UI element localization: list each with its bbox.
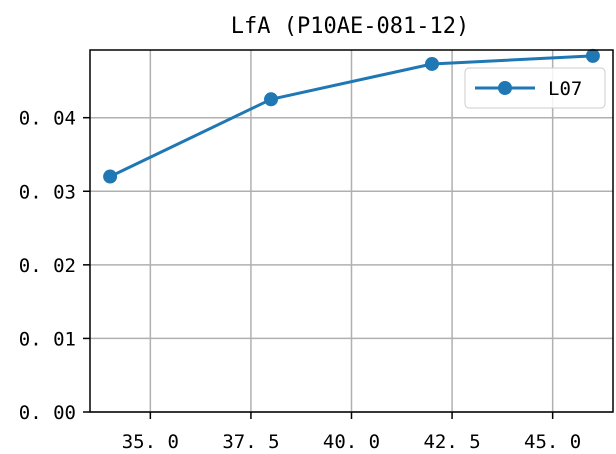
legend-marker-swatch — [498, 81, 512, 95]
legend-label: L07 — [548, 78, 582, 100]
y-tick-label: 0. 02 — [19, 255, 76, 277]
ticks: 35. 0 37. 5 40. 0 42. 5 45. 0 0. 00 0. 01 0. 02… — [19, 108, 581, 453]
series-layer — [103, 48, 600, 184]
data-point — [585, 48, 600, 63]
chart-title: LfA (P10AE-081-12) — [231, 14, 469, 39]
x-tick-label: 45. 0 — [524, 431, 581, 453]
x-tick-label: 42. 5 — [423, 431, 480, 453]
legend: L07 — [464, 67, 606, 109]
y-tick-label: 0. 00 — [19, 402, 76, 424]
data-point — [264, 92, 279, 107]
data-point — [103, 169, 118, 184]
series-line — [109, 54, 593, 178]
x-tick-label: 40. 0 — [323, 431, 380, 453]
data-point — [424, 56, 439, 71]
x-tick-label: 37. 5 — [222, 431, 279, 453]
y-tick-label: 0. 04 — [19, 108, 76, 130]
y-tick-label: 0. 01 — [19, 328, 76, 350]
x-tick-label: 35. 0 — [122, 431, 179, 453]
y-tick-label: 0. 03 — [19, 181, 76, 203]
